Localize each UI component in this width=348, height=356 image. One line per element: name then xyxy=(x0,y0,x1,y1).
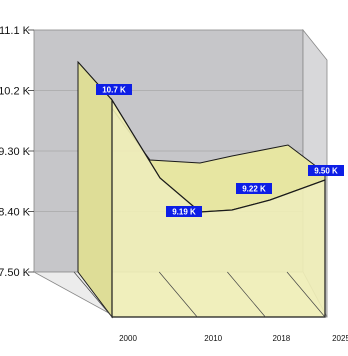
data-label-box-2 xyxy=(236,183,272,194)
y-tick-label-3: 8.40 K xyxy=(0,207,31,219)
x-axis: 2000 2010 2018 2025 xyxy=(119,334,348,343)
y-tick-label-4: 7.50 K xyxy=(0,267,31,279)
floor-line-3 xyxy=(286,271,326,318)
y-tick-label-0: 11.1 K xyxy=(0,25,31,37)
floor-line-0 xyxy=(73,271,113,318)
data-label-1: 9.19 K xyxy=(166,206,202,217)
floor-line-1 xyxy=(158,271,198,318)
x-tick-label-1: 2010 xyxy=(204,334,222,343)
data-label-box-0 xyxy=(96,84,132,95)
floor-line-2 xyxy=(227,271,266,318)
data-label-text-2: 9.22 K xyxy=(242,185,266,194)
data-label-2: 9.22 K xyxy=(236,183,272,194)
x-tick-label-0: 2000 xyxy=(119,334,137,343)
y-tick-label-1: 10.2 K xyxy=(0,86,31,98)
x-tick-label-2: 2018 xyxy=(272,334,290,343)
data-label-3: 9.50 K xyxy=(308,165,344,176)
y-axis: 11.1 K 10.2 K 9.30 K 8.40 K 7.50 K xyxy=(0,25,34,279)
data-label-0: 10.7 K xyxy=(96,84,132,95)
data-labels: 10.7 K 9.19 K 9.22 K 9.50 K xyxy=(96,84,344,217)
area-side-face xyxy=(77,60,113,319)
data-label-box-1 xyxy=(166,206,202,217)
x-tick-label-3: 2025 xyxy=(332,334,348,343)
area-series xyxy=(73,60,326,319)
y-tick-label-2: 9.30 K xyxy=(0,146,31,158)
data-label-text-0: 10.7 K xyxy=(102,86,126,95)
area-front-face xyxy=(111,97,326,318)
data-label-text-3: 9.50 K xyxy=(314,167,338,176)
data-label-box-3 xyxy=(308,165,344,176)
data-label-text-1: 9.19 K xyxy=(172,208,196,217)
